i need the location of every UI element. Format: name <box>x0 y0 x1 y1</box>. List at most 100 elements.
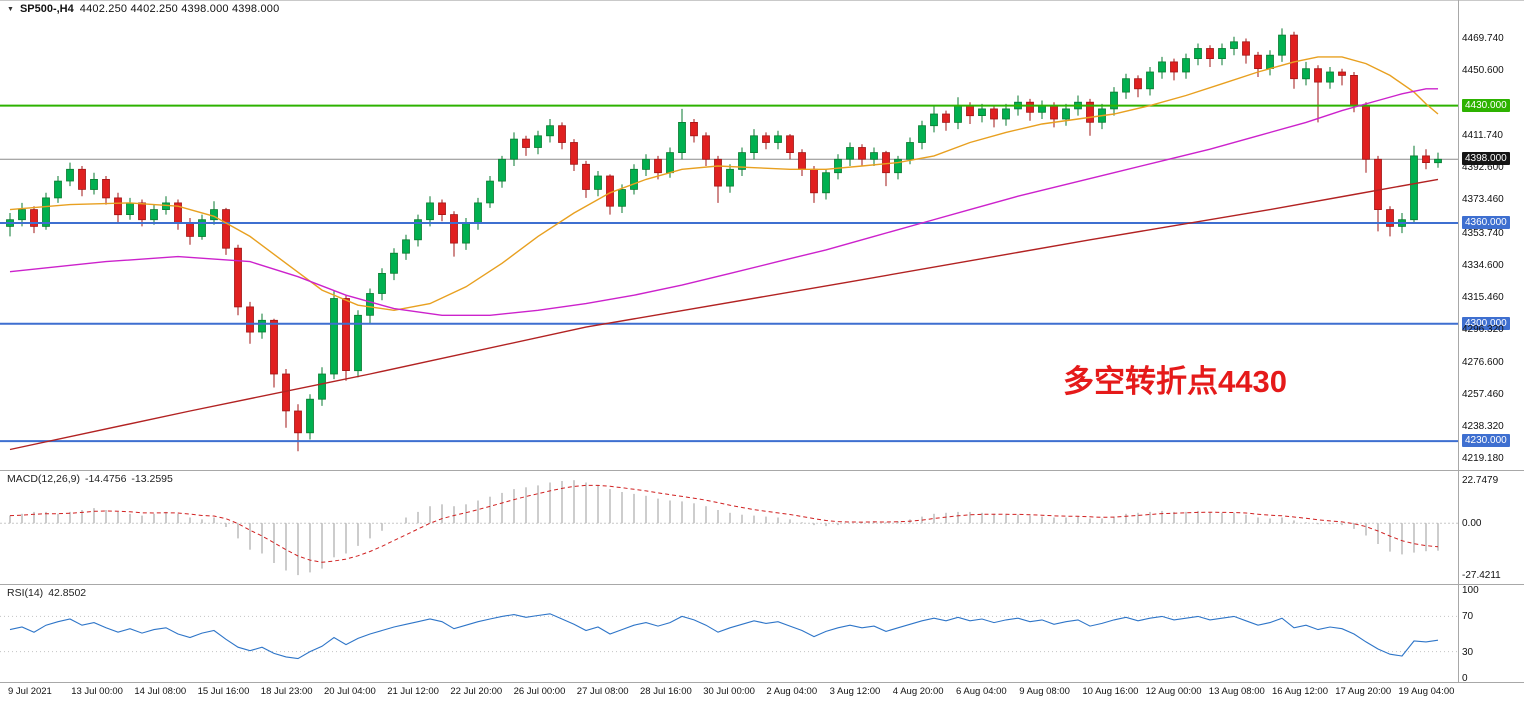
candle-body <box>954 105 962 123</box>
price-axis[interactable]: 4469.740 4450.600 4430.000 4411.740 4398.000… <box>1460 0 1524 684</box>
candle-body <box>1230 41 1238 49</box>
candle-body <box>1302 68 1310 80</box>
time-axis-label: 18 Jul 23:00 <box>260 686 313 697</box>
candle-body <box>558 125 566 143</box>
candle-body <box>702 135 710 160</box>
time-axis-label: 21 Jul 12:00 <box>387 686 439 697</box>
time-axis-label: 13 Aug 08:00 <box>1208 686 1265 697</box>
price-axis-label: 4469.740 <box>1462 32 1504 44</box>
candle-body <box>1278 34 1286 56</box>
candle-body <box>1434 158 1442 164</box>
time-axis-label: 13 Jul 00:00 <box>71 686 123 697</box>
candle-body <box>918 125 926 143</box>
time-axis[interactable]: 9 Jul 2021 13 Jul 00:00 14 Jul 08:00 15 Jul… <box>0 684 1524 704</box>
candle-body <box>246 306 254 333</box>
candle-body <box>474 202 482 224</box>
symbol-header: ▼ SP500-,H4 4402.250 4402.250 4398.000 4… <box>7 3 279 15</box>
candle-body <box>966 105 974 117</box>
time-axis-label: 20 Jul 04:00 <box>324 686 376 697</box>
time-axis-label: 2 Aug 04:00 <box>766 686 818 697</box>
candle-body <box>630 168 638 190</box>
candle-body <box>762 135 770 143</box>
candle-body <box>330 298 338 375</box>
candle-body <box>126 202 134 215</box>
candle-body <box>186 222 194 237</box>
candle-body <box>150 209 158 221</box>
candle-body <box>90 178 98 190</box>
price-axis-label: 4296.320 <box>1462 323 1504 335</box>
candle-body <box>1290 34 1298 80</box>
time-axis-label: 28 Jul 16:00 <box>640 686 692 697</box>
candle-body <box>378 272 386 294</box>
time-axis-label: 12 Aug 00:00 <box>1145 686 1202 697</box>
time-axis-label: 22 Jul 20:00 <box>450 686 503 697</box>
candle-body <box>414 219 422 241</box>
candle-body <box>906 142 914 160</box>
candle-body <box>1158 61 1166 73</box>
candle-body <box>822 172 830 194</box>
candle-body <box>738 152 746 170</box>
candle-body <box>1218 48 1226 60</box>
candle-body <box>1374 158 1382 211</box>
time-axis-label: 26 Jul 00:00 <box>513 686 566 697</box>
rsi-axis-label: 70 <box>1462 611 1474 623</box>
rsi-axis-label: 0 <box>1462 673 1468 684</box>
candle-body <box>66 168 74 182</box>
time-axis-label: 30 Jul 00:00 <box>703 686 755 697</box>
candle-body <box>138 202 146 221</box>
candle-body <box>402 239 410 254</box>
candle-body <box>18 209 26 221</box>
candle-body <box>1122 78 1130 93</box>
macd-signal-value: -13.2595 <box>131 473 173 485</box>
candle-body <box>306 398 314 434</box>
price-level-badge: 4300.000 <box>1462 316 1510 330</box>
candle-body <box>666 152 674 174</box>
candle-body <box>318 373 326 400</box>
candle-body <box>1062 108 1070 120</box>
candle-body <box>30 209 38 227</box>
price-level-badge: 4430.000 <box>1462 98 1510 112</box>
symbol-dropdown-icon[interactable]: ▼ <box>7 5 14 13</box>
candle-body <box>810 168 818 194</box>
time-axis-label: 6 Aug 04:00 <box>956 686 1007 697</box>
candles-layer <box>6 28 1442 452</box>
candle-body <box>1182 58 1190 73</box>
candle-body <box>270 319 278 375</box>
candle-body <box>618 189 626 207</box>
rsi-indicator-label: RSI(14) 42.8502 <box>7 587 86 599</box>
candle-body <box>222 209 230 249</box>
ohlc-quote-values: 4402.250 4402.250 4398.000 4398.000 <box>79 3 280 15</box>
chart-annotation-text: 多空转折点4430 <box>1063 364 1287 399</box>
price-axis-label: 4450.600 <box>1462 65 1504 76</box>
candle-body <box>1206 48 1214 60</box>
candle-body <box>1134 78 1142 90</box>
time-axis-label: 16 Aug 12:00 <box>1272 686 1328 697</box>
time-axis-label: 14 Jul 08:00 <box>134 686 187 697</box>
candle-body <box>1350 75 1358 107</box>
candle-body <box>654 158 662 174</box>
window-top-edge <box>0 0 1524 1</box>
macd-axis-label: -27.4211 <box>1462 570 1501 582</box>
candle-body <box>786 135 794 154</box>
candle-body <box>774 135 782 143</box>
candle-body <box>510 138 518 160</box>
rsi-axis-label: 30 <box>1462 646 1474 658</box>
time-axis-label: 19 Aug 04:00 <box>1398 686 1455 697</box>
candle-body <box>726 168 734 187</box>
rsi-line <box>9 613 1439 660</box>
time-axis-label: 9 Jul 2021 <box>8 686 52 697</box>
candle-body <box>522 138 530 148</box>
candle-body <box>534 135 542 148</box>
macd-axis-label: 22.7479 <box>1462 475 1499 487</box>
candle-body <box>1386 209 1394 227</box>
candle-body <box>1338 71 1346 76</box>
candle-body <box>834 158 842 174</box>
candle-body <box>426 202 434 221</box>
candle-body <box>1362 105 1370 160</box>
candle-body <box>990 108 998 120</box>
candle-body <box>930 113 938 127</box>
price-axis-label: 4353.740 <box>1462 227 1504 239</box>
candle-body <box>1242 41 1250 56</box>
